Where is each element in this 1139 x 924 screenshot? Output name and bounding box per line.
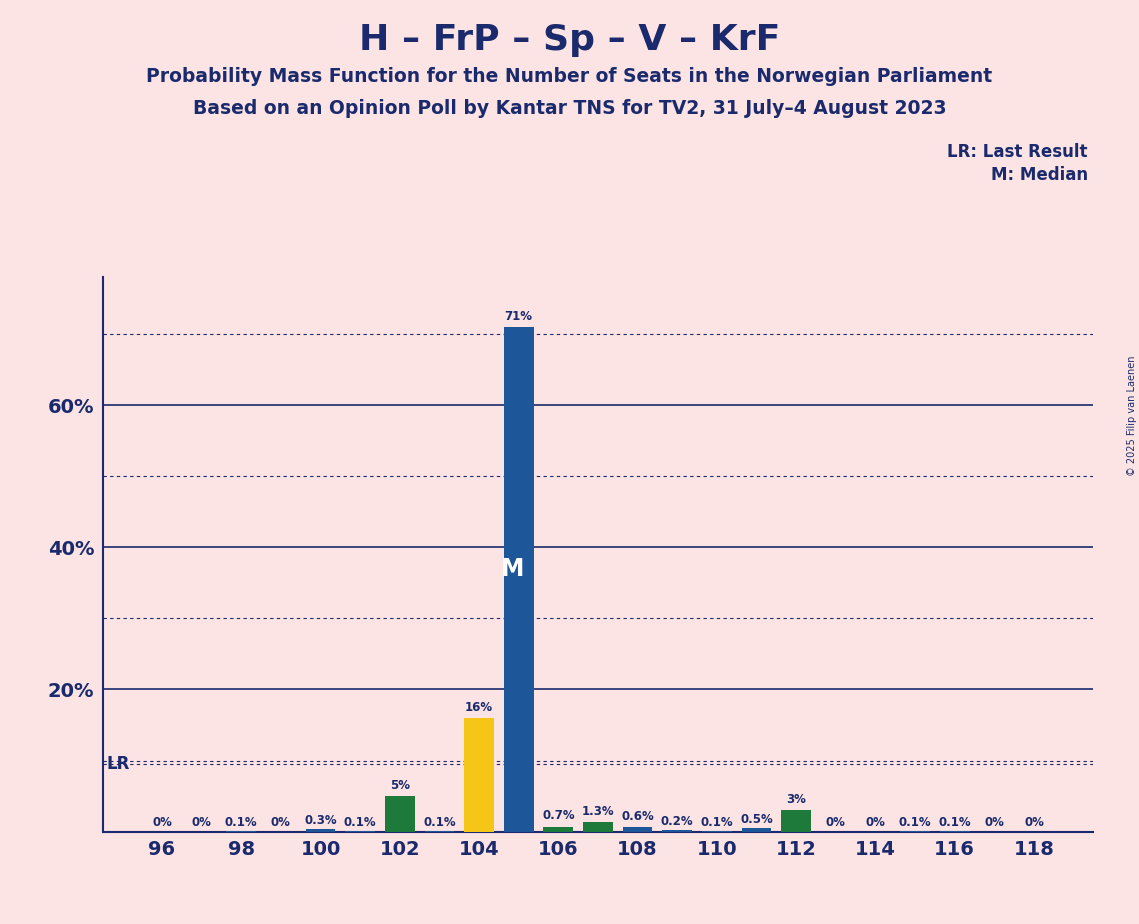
Text: H – FrP – Sp – V – KrF: H – FrP – Sp – V – KrF [359,23,780,57]
Bar [583,822,613,832]
Text: 0%: 0% [866,817,885,830]
Text: 0.5%: 0.5% [740,813,773,826]
Text: 0%: 0% [826,817,846,830]
Text: 0.1%: 0.1% [344,816,377,829]
Text: 0%: 0% [271,817,290,830]
Text: 0%: 0% [151,817,172,830]
Text: Based on an Opinion Poll by Kantar TNS for TV2, 31 July–4 August 2023: Based on an Opinion Poll by Kantar TNS f… [192,99,947,118]
Text: 5%: 5% [390,779,410,792]
Text: M: M [501,557,524,581]
Bar [543,827,573,832]
Text: 0.1%: 0.1% [939,816,972,829]
Text: © 2025 Filip van Laenen: © 2025 Filip van Laenen [1126,356,1137,476]
Text: 0.2%: 0.2% [661,815,694,828]
Bar [741,828,771,832]
Text: LR: LR [106,755,130,773]
Bar [305,830,335,832]
Bar [503,327,533,832]
Text: LR: Last Result: LR: Last Result [948,143,1088,161]
Text: 0%: 0% [984,817,1005,830]
Text: 3%: 3% [786,793,806,806]
Bar [663,830,693,832]
Text: 0.1%: 0.1% [423,816,456,829]
Text: 0.1%: 0.1% [224,816,257,829]
Text: 0.6%: 0.6% [621,810,654,823]
Text: 0.3%: 0.3% [304,814,337,827]
Text: 0%: 0% [191,817,212,830]
Bar [465,718,494,832]
Text: 0%: 0% [1024,817,1044,830]
Bar [385,796,415,832]
Text: 1.3%: 1.3% [582,805,614,818]
Text: 0.1%: 0.1% [899,816,932,829]
Text: 16%: 16% [465,700,493,713]
Text: Probability Mass Function for the Number of Seats in the Norwegian Parliament: Probability Mass Function for the Number… [147,67,992,87]
Text: M: Median: M: Median [991,166,1088,184]
Text: 0.1%: 0.1% [700,816,734,829]
Bar [781,810,811,832]
Text: 71%: 71% [505,310,533,322]
Bar [623,827,653,832]
Text: 0.7%: 0.7% [542,809,575,822]
